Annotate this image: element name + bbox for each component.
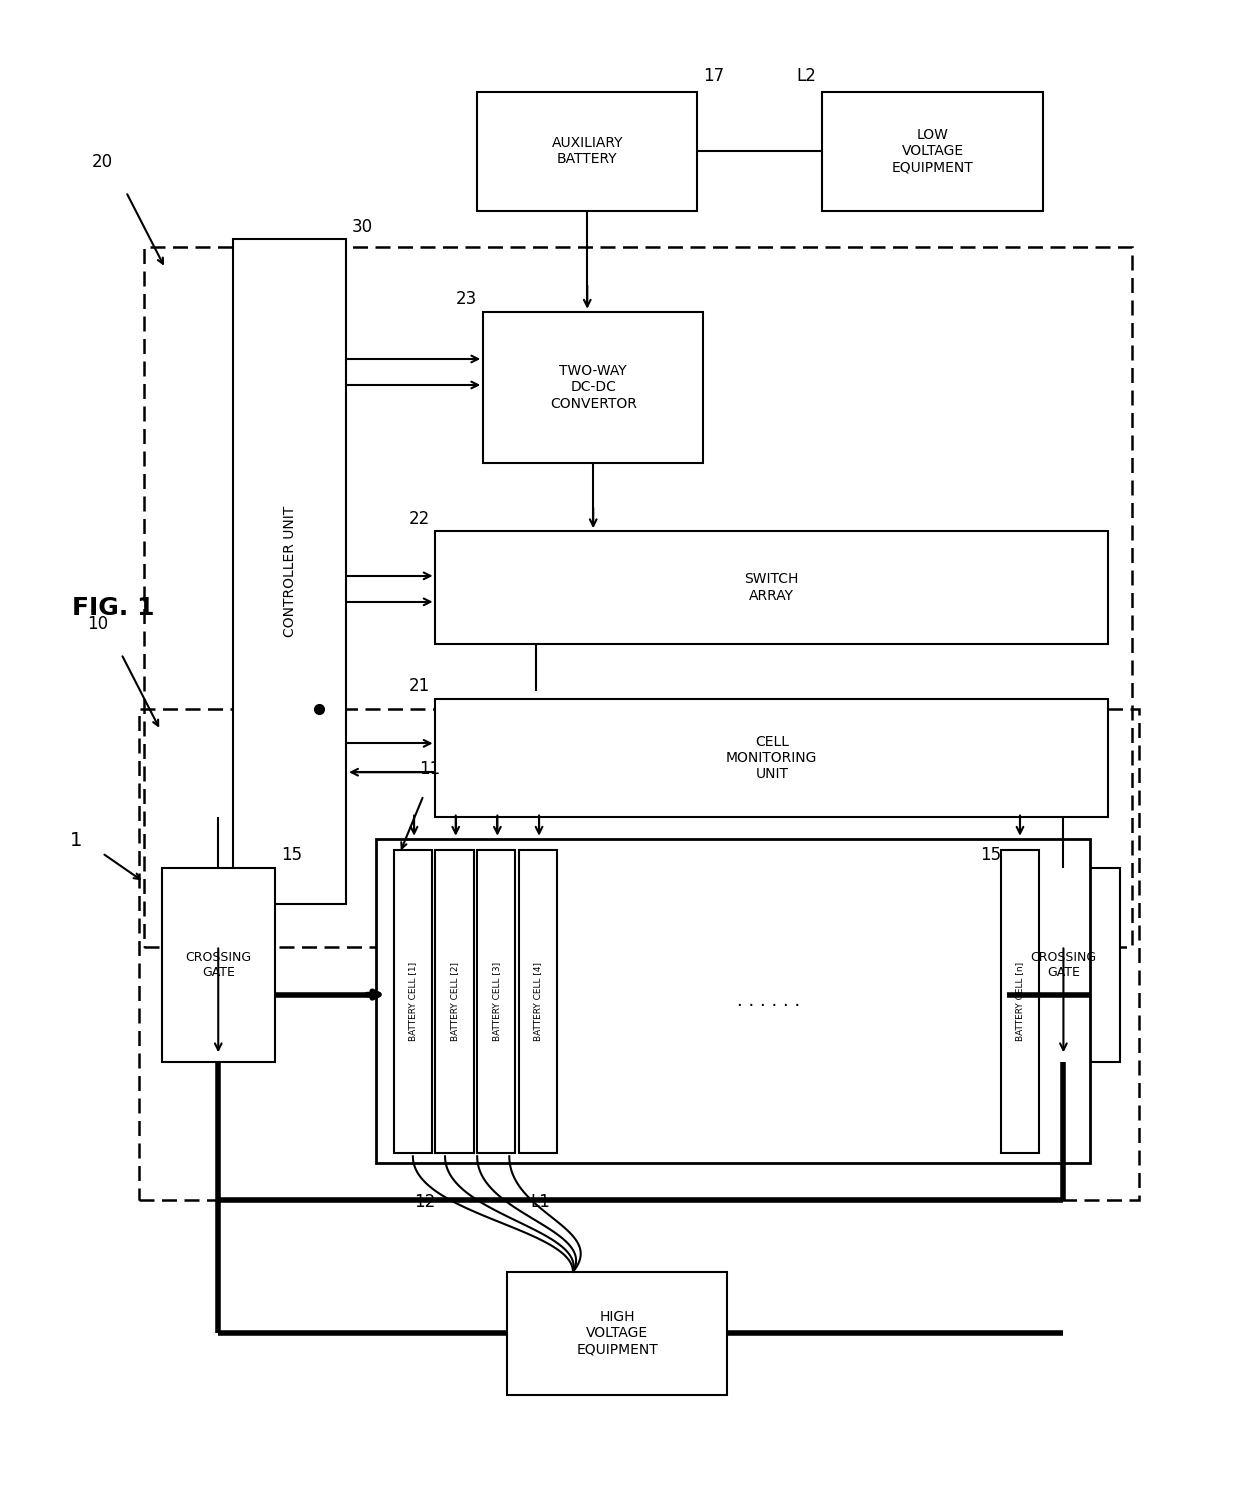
Text: 11: 11 — [419, 760, 440, 778]
Bar — [161, 868, 275, 1062]
Bar — [394, 850, 432, 1154]
Text: 21: 21 — [408, 677, 429, 695]
Bar — [376, 839, 1090, 1164]
Bar — [435, 531, 1109, 644]
Text: 15: 15 — [980, 847, 1001, 865]
Bar — [507, 1272, 727, 1394]
Text: 23: 23 — [456, 290, 477, 308]
Text: . . . . . .: . . . . . . — [737, 993, 801, 1011]
Bar — [435, 698, 1109, 817]
Text: AUXILIARY
BATTERY: AUXILIARY BATTERY — [552, 137, 622, 167]
Text: BATTERY CELL [n]: BATTERY CELL [n] — [1016, 963, 1024, 1041]
Text: L1: L1 — [531, 1193, 551, 1211]
Bar — [484, 311, 703, 463]
Bar — [233, 239, 346, 904]
Text: FIG. 1: FIG. 1 — [72, 596, 155, 620]
Text: CROSSING
GATE: CROSSING GATE — [185, 951, 252, 979]
Text: CONTROLLER UNIT: CONTROLLER UNIT — [283, 505, 296, 638]
Bar — [477, 92, 697, 211]
Bar — [1007, 868, 1120, 1062]
Text: 10: 10 — [87, 615, 108, 633]
Bar — [477, 850, 516, 1154]
Text: 12: 12 — [414, 1193, 435, 1211]
Text: 22: 22 — [408, 510, 429, 528]
Text: BATTERY CELL [1]: BATTERY CELL [1] — [408, 963, 418, 1041]
Bar — [822, 92, 1043, 211]
Text: 15: 15 — [280, 847, 301, 865]
Text: LOW
VOLTAGE
EQUIPMENT: LOW VOLTAGE EQUIPMENT — [892, 128, 973, 174]
Bar — [435, 850, 474, 1154]
Bar — [1001, 850, 1039, 1154]
Bar — [144, 247, 1132, 948]
Text: BATTERY CELL [3]: BATTERY CELL [3] — [492, 963, 501, 1041]
Text: CROSSING
GATE: CROSSING GATE — [1030, 951, 1096, 979]
Text: HIGH
VOLTAGE
EQUIPMENT: HIGH VOLTAGE EQUIPMENT — [577, 1310, 658, 1357]
Bar — [139, 708, 1140, 1200]
Text: 17: 17 — [703, 66, 724, 84]
Text: BATTERY CELL [2]: BATTERY CELL [2] — [450, 963, 459, 1041]
Text: TWO-WAY
DC-DC
CONVERTOR: TWO-WAY DC-DC CONVERTOR — [549, 364, 636, 411]
Text: 1: 1 — [69, 830, 82, 850]
Text: L2: L2 — [796, 66, 816, 84]
Text: SWITCH
ARRAY: SWITCH ARRAY — [744, 573, 799, 603]
Text: BATTERY CELL [4]: BATTERY CELL [4] — [533, 963, 542, 1041]
Text: 30: 30 — [352, 218, 373, 236]
Bar — [518, 850, 557, 1154]
Text: 20: 20 — [92, 153, 113, 171]
Text: CELL
MONITORING
UNIT: CELL MONITORING UNIT — [727, 734, 817, 781]
